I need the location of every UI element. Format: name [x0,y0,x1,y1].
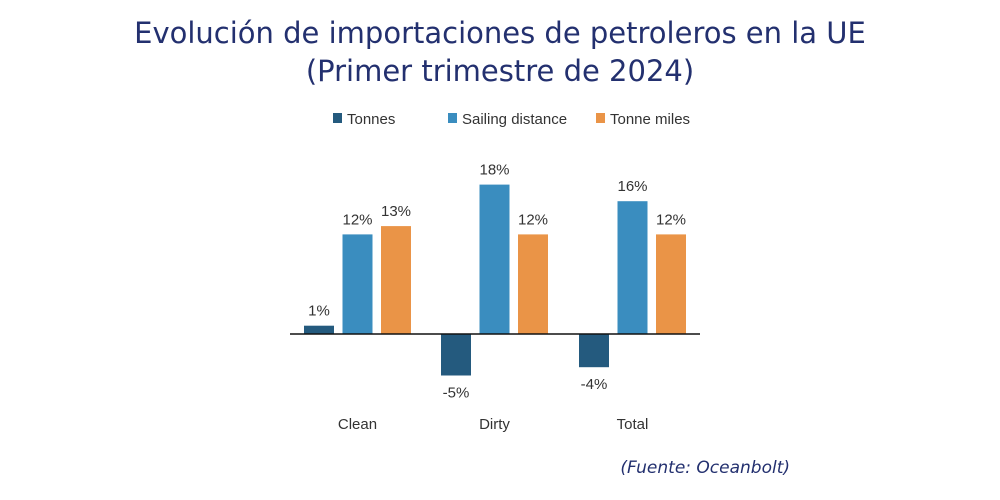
category-label: Clean [338,416,377,433]
bar-clean-0 [304,325,334,334]
data-label: 16% [617,178,647,195]
chart-title: Evolución de importaciones de petroleros… [134,16,866,50]
data-label: -5% [443,385,470,402]
bar-total-1 [617,201,648,334]
bar-clean-1 [342,234,373,334]
chart-subtitle: (Primer trimestre de 2024) [305,54,695,88]
legend-label-0: Tonnes [347,111,395,128]
legend-swatch-1 [448,113,457,123]
legend-label-2: Tonne miles [610,111,690,128]
category-label: Dirty [479,416,510,433]
data-label: 13% [381,203,411,220]
data-label: 12% [656,211,686,228]
category-label: Total [617,416,649,433]
source-note: (Fuente: Oceanbolt) [620,458,790,478]
data-label: 18% [479,162,509,179]
bar-total-0 [579,334,609,368]
legend-swatch-0 [333,113,342,123]
legend-swatch-2 [596,113,605,123]
bar-dirty-1 [479,184,510,334]
data-label: 1% [308,303,330,320]
bar-dirty-0 [441,334,471,376]
data-label: 12% [518,211,548,228]
bar-dirty-2 [518,234,548,334]
bar-total-2 [656,234,686,334]
legend-label-1: Sailing distance [462,111,567,128]
data-label: 12% [342,211,372,228]
data-label: -4% [581,376,608,393]
bar-clean-2 [381,226,411,334]
